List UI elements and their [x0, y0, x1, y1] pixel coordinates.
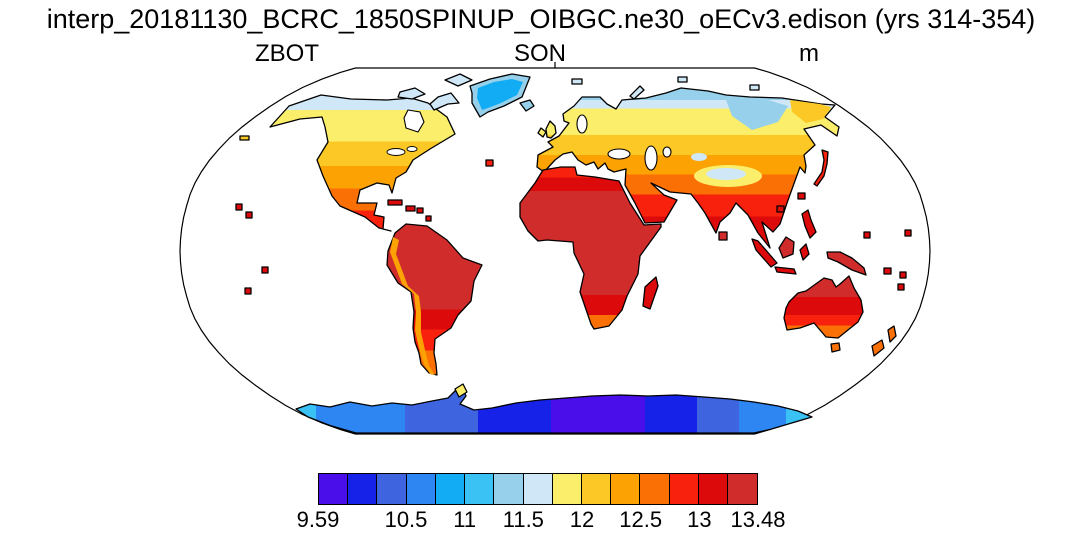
japan — [813, 149, 829, 187]
borneo — [778, 236, 795, 259]
island-dot — [416, 207, 424, 214]
colorbar-cell — [464, 473, 496, 505]
colorbar-cell — [610, 473, 642, 505]
aral-sea — [662, 146, 672, 158]
island-dot — [863, 231, 871, 239]
ireland — [537, 127, 547, 138]
caspian-sea — [644, 145, 658, 171]
new-zealand-south — [871, 339, 885, 357]
season-label: SON — [514, 40, 567, 67]
colorbar-tick-label: 13 — [687, 507, 712, 532]
island-dot-solomons — [883, 267, 892, 275]
new-siberian-islands — [749, 84, 760, 91]
island-dot — [904, 229, 912, 237]
colorbar-cell — [551, 473, 583, 505]
colorbar-cell — [347, 473, 379, 505]
hainan — [776, 205, 785, 213]
antarctic-peninsula-tip — [454, 383, 468, 398]
island-dot-hawaii — [235, 203, 243, 211]
colorbar-cell — [727, 473, 759, 505]
black-sea — [607, 148, 631, 160]
novaya-zemlya — [629, 85, 645, 100]
colorbar-cell — [434, 473, 466, 505]
island-dot-aleutians — [239, 135, 250, 141]
sri-lanka — [718, 231, 728, 241]
new-guinea — [826, 251, 867, 276]
baltic-sea — [576, 114, 588, 134]
island-dot — [244, 287, 252, 295]
antarctica — [295, 385, 813, 434]
south-america — [386, 223, 483, 376]
colorbar-tick-label: 11 — [453, 507, 477, 532]
hudson-bay — [403, 109, 425, 133]
java — [774, 266, 797, 275]
colorbar-cell — [405, 473, 437, 505]
island-dot-hispaniola — [405, 205, 416, 212]
tien-shan-patch — [691, 153, 707, 161]
colorbar-cell — [668, 473, 700, 505]
great-lakes — [386, 148, 406, 156]
sulawesi — [799, 243, 810, 261]
philippines — [801, 209, 817, 239]
plot-title: interp_20181130_BCRC_1850SPINUP_OIBGC.ne… — [46, 4, 1036, 34]
great-britain — [545, 120, 557, 139]
colorbar-cell — [580, 473, 612, 505]
island-dot — [245, 211, 253, 219]
new-zealand-north — [887, 325, 897, 343]
colorbar-cell — [376, 473, 408, 505]
iceland — [519, 99, 535, 112]
colorbar: 9.59 10.5 11 11.5 12 12.5 13 13.48 — [297, 473, 786, 532]
tibetan-plateau-core — [706, 168, 746, 180]
colorbar-cell — [522, 473, 554, 505]
great-lakes-east — [406, 146, 418, 152]
madagascar — [642, 276, 659, 310]
island-dot — [425, 215, 432, 222]
baffin-island — [429, 92, 460, 111]
island-dot-azores — [485, 159, 494, 167]
svalbard — [571, 78, 583, 85]
victoria-island — [397, 87, 426, 100]
ellesmere-island — [444, 73, 473, 87]
colorbar-tick-label: 12.5 — [619, 507, 663, 532]
australia — [783, 275, 864, 339]
colorbar-tick-label: 13.48 — [730, 507, 786, 532]
colorbar-cell — [697, 473, 729, 505]
variable-label: ZBOT — [255, 40, 319, 67]
severnaya-zemlya — [677, 76, 688, 83]
colorbar-cells — [318, 473, 759, 505]
units-label: m — [799, 40, 819, 67]
island-dot-fiji — [899, 271, 907, 279]
colorbar-tick-label: 10.5 — [384, 507, 428, 532]
north-siberia-cold-patch — [726, 100, 788, 130]
taiwan — [797, 192, 806, 200]
chukotka-patch — [790, 100, 831, 123]
island-dot-cuba — [387, 199, 403, 206]
sumatra — [751, 238, 778, 268]
africa — [519, 166, 662, 330]
andes-highlands — [390, 237, 435, 375]
colorbar-cell — [493, 473, 525, 505]
eurasia — [536, 87, 840, 249]
colorbar-tick-label: 12 — [569, 507, 595, 532]
colorbar-cell — [318, 473, 350, 505]
island-dot-vanuatu — [897, 283, 905, 291]
greenland-interior — [477, 79, 523, 110]
colorbar-tick-label: 11.5 — [502, 507, 544, 532]
colorbar-ticks: 9.59 10.5 11 11.5 12 12.5 13 13.48 — [297, 507, 786, 532]
island-dot — [261, 266, 269, 274]
colorbar-cell — [639, 473, 671, 505]
tasmania — [830, 342, 841, 353]
island-dots — [235, 135, 912, 295]
colorbar-tick-label: 9.59 — [296, 507, 340, 532]
